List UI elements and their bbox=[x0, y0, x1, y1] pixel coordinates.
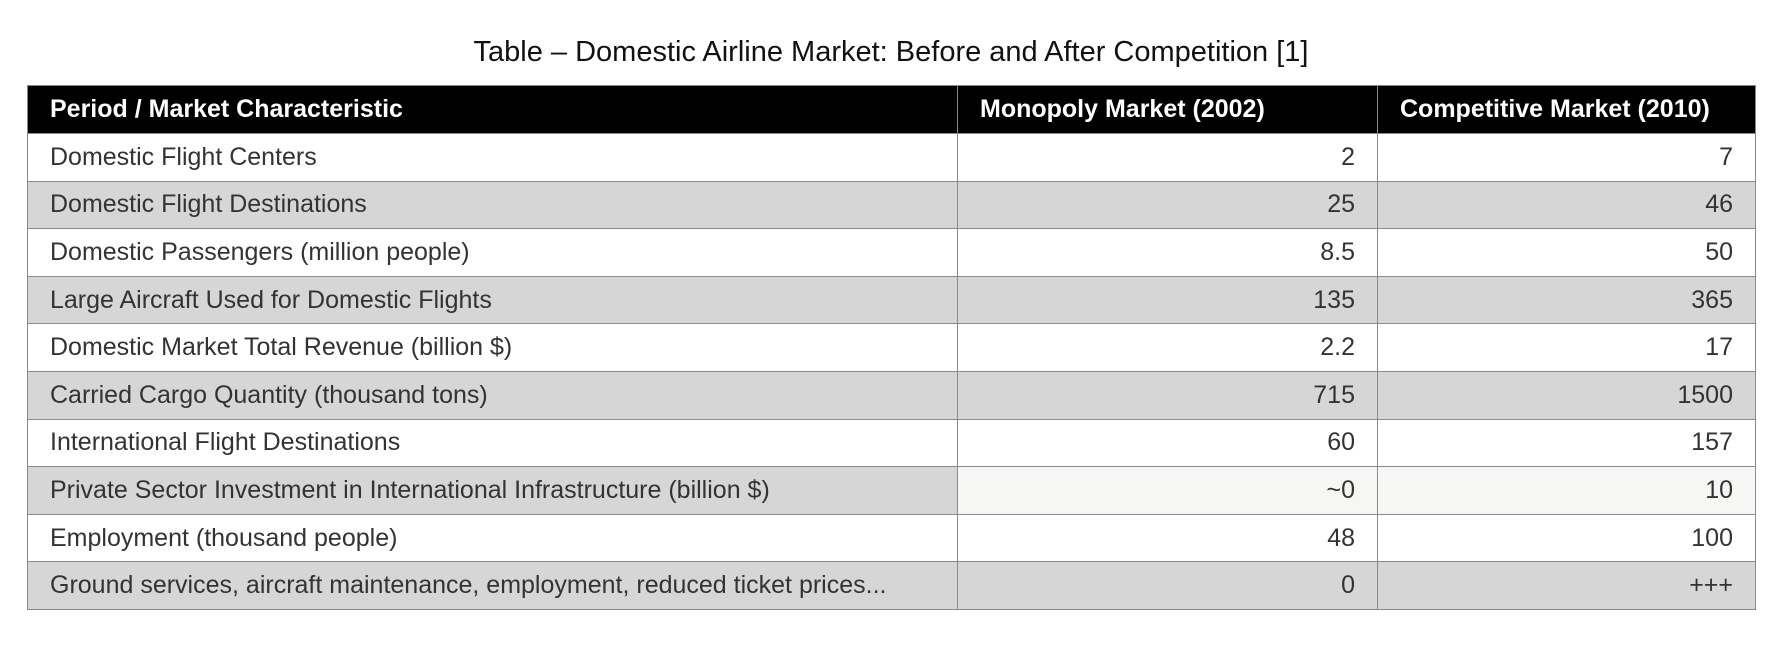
row-label: Ground services, aircraft maintenance, e… bbox=[27, 561, 958, 610]
monopoly-value: 715 bbox=[957, 370, 1378, 420]
monopoly-value: 48 bbox=[957, 513, 1378, 563]
table-row: Domestic Flight Centers 2 7 bbox=[27, 133, 1756, 182]
monopoly-value: 8.5 bbox=[957, 228, 1378, 277]
column-header-characteristic: Period / Market Characteristic bbox=[27, 85, 958, 134]
competitive-value: 1500 bbox=[1377, 370, 1756, 420]
table-row: Private Sector Investment in Internation… bbox=[27, 466, 1756, 515]
competitive-value: 100 bbox=[1377, 513, 1756, 563]
monopoly-value: ~0 bbox=[957, 466, 1378, 515]
table-row: Domestic Market Total Revenue (billion $… bbox=[27, 323, 1756, 372]
row-label: Domestic Flight Destinations bbox=[27, 180, 958, 230]
competitive-value: 46 bbox=[1377, 180, 1756, 230]
row-label: Domestic Passengers (million people) bbox=[27, 228, 958, 277]
table-row: Carried Cargo Quantity (thousand tons) 71… bbox=[27, 370, 1756, 420]
competitive-value: 365 bbox=[1377, 275, 1756, 325]
monopoly-value: 0 bbox=[957, 561, 1378, 610]
competitive-value: +++ bbox=[1377, 561, 1756, 610]
competitive-value: 7 bbox=[1377, 133, 1756, 182]
competitive-value: 17 bbox=[1377, 323, 1756, 372]
monopoly-value: 2 bbox=[957, 133, 1378, 182]
row-label: Large Aircraft Used for Domestic Flights bbox=[27, 275, 958, 325]
table-row: Domestic Flight Destinations 25 46 bbox=[27, 180, 1756, 230]
table-title: Table – Domestic Airline Market: Before … bbox=[473, 36, 1309, 68]
table-body: Domestic Flight Centers 2 7 Domestic Flight… bbox=[27, 133, 1756, 610]
table-row: Employment (thousand people) 48 100 bbox=[27, 513, 1756, 563]
table-row: Large Aircraft Used for Domestic Flights… bbox=[27, 275, 1756, 325]
market-comparison-table: Period / Market Characteristic Monopoly … bbox=[27, 85, 1756, 610]
monopoly-value: 135 bbox=[957, 275, 1378, 325]
column-header-competitive: Competitive Market (2010) bbox=[1377, 85, 1756, 134]
competitive-value: 50 bbox=[1377, 228, 1756, 277]
competitive-value: 157 bbox=[1377, 418, 1756, 468]
row-label: Employment (thousand people) bbox=[27, 513, 958, 563]
competitive-value: 10 bbox=[1377, 466, 1756, 515]
table-row: Ground services, aircraft maintenance, e… bbox=[27, 561, 1756, 610]
row-label: Carried Cargo Quantity (thousand tons) bbox=[27, 370, 958, 420]
row-label: Private Sector Investment in Internation… bbox=[27, 466, 958, 515]
table-row: Domestic Passengers (million people) 8.5 5… bbox=[27, 228, 1756, 277]
monopoly-value: 60 bbox=[957, 418, 1378, 468]
row-label: Domestic Market Total Revenue (billion $… bbox=[27, 323, 958, 372]
table-row: International Flight Destinations 60 157 bbox=[27, 418, 1756, 468]
monopoly-value: 2.2 bbox=[957, 323, 1378, 372]
header-row: Period / Market Characteristic Monopoly … bbox=[27, 85, 1756, 134]
row-label: Domestic Flight Centers bbox=[27, 133, 958, 182]
column-header-monopoly: Monopoly Market (2002) bbox=[957, 85, 1378, 134]
row-label: International Flight Destinations bbox=[27, 418, 958, 468]
monopoly-value: 25 bbox=[957, 180, 1378, 230]
